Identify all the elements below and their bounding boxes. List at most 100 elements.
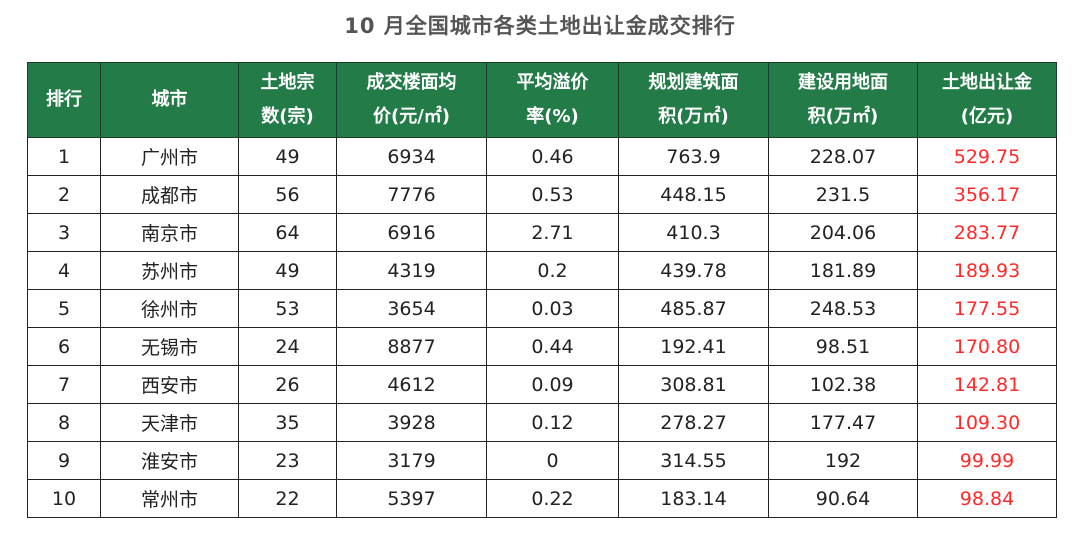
table-cell: 0.22 bbox=[486, 479, 619, 518]
table-cell: 90.64 bbox=[768, 479, 918, 518]
table-cell: 淮安市 bbox=[100, 441, 239, 480]
table-cell: 192 bbox=[768, 441, 918, 480]
table-cell: 53 bbox=[238, 289, 337, 328]
table-cell: 314.55 bbox=[618, 441, 769, 480]
table-cell: 248.53 bbox=[768, 289, 918, 328]
table-cell: 24 bbox=[238, 327, 337, 366]
table-cell: 成都市 bbox=[100, 175, 239, 214]
table-cell: 410.3 bbox=[618, 213, 769, 252]
table-cell: 3928 bbox=[336, 403, 487, 442]
table-cell: 0.09 bbox=[486, 365, 619, 404]
table-cell: 0.12 bbox=[486, 403, 619, 442]
table-cell: 10 bbox=[27, 479, 101, 518]
table-cell: 7776 bbox=[336, 175, 487, 214]
table-cell: 98.51 bbox=[768, 327, 918, 366]
table-cell: 485.87 bbox=[618, 289, 769, 328]
column-header-label: 城市 bbox=[151, 89, 188, 110]
table-cell: 0.2 bbox=[486, 251, 619, 290]
table-cell: 170.80 bbox=[917, 327, 1057, 366]
table-cell: 9 bbox=[27, 441, 101, 480]
table-cell: 5 bbox=[27, 289, 101, 328]
table-cell: 99.99 bbox=[917, 441, 1057, 480]
table-title: 10 月全国城市各类土地出让金成交排行 bbox=[344, 14, 736, 38]
header-row: 排行 城市 土地宗数(宗) 成交楼面均价(元/㎡) 平均溢价率(%) 规划建筑面积(万㎡)… bbox=[27, 62, 1057, 138]
table-cell: 4 bbox=[27, 251, 101, 290]
land-ranking-table: 排行 城市 土地宗数(宗) 成交楼面均价(元/㎡) 平均溢价率(%) 规划建筑面积(万㎡)… bbox=[27, 62, 1057, 518]
table-cell: 3 bbox=[27, 213, 101, 252]
table-row: 3 南京市 64 6916 2.71 410.3 204.06 283.77 bbox=[27, 213, 1057, 252]
table-cell: 64 bbox=[238, 213, 337, 252]
table-cell: 0.44 bbox=[486, 327, 619, 366]
table-cell: 23 bbox=[238, 441, 337, 480]
table-cell: 8 bbox=[27, 403, 101, 442]
table-cell: 0.03 bbox=[486, 289, 619, 328]
table-cell: 8877 bbox=[336, 327, 487, 366]
column-header: 规划建筑面积(万㎡) bbox=[618, 62, 769, 138]
table-cell: 6 bbox=[27, 327, 101, 366]
table-cell: 98.84 bbox=[917, 479, 1057, 518]
table-cell: 439.78 bbox=[618, 251, 769, 290]
table-cell: 苏州市 bbox=[100, 251, 239, 290]
column-header-label: 排行 bbox=[46, 89, 82, 110]
table-cell: 0.46 bbox=[486, 137, 619, 176]
table-cell: 763.9 bbox=[618, 137, 769, 176]
table-cell: 448.15 bbox=[618, 175, 769, 214]
table-cell: 天津市 bbox=[100, 403, 239, 442]
table-cell: 283.77 bbox=[917, 213, 1057, 252]
table-cell: 189.93 bbox=[917, 251, 1057, 290]
table-cell: 常州市 bbox=[100, 479, 239, 518]
column-header: 建设用地面积(万㎡) bbox=[768, 62, 918, 138]
table-cell: 南京市 bbox=[100, 213, 239, 252]
table-cell: 徐州市 bbox=[100, 289, 239, 328]
table-cell: 177.47 bbox=[768, 403, 918, 442]
table-cell: 0 bbox=[486, 441, 619, 480]
column-header: 排行 bbox=[27, 62, 101, 138]
table-cell: 5397 bbox=[336, 479, 487, 518]
column-header-label: 平均溢价率(%) bbox=[516, 72, 589, 127]
table-row: 7 西安市 26 4612 0.09 308.81 102.38 142.81 bbox=[27, 365, 1057, 404]
table-cell: 无锡市 bbox=[100, 327, 239, 366]
table-cell: 2.71 bbox=[486, 213, 619, 252]
table-cell: 3654 bbox=[336, 289, 487, 328]
table-row: 9 淮安市 23 3179 0 314.55 192 99.99 bbox=[27, 441, 1057, 480]
table-cell: 3179 bbox=[336, 441, 487, 480]
table-row: 10 常州市 22 5397 0.22 183.14 90.64 98.84 bbox=[27, 479, 1057, 518]
table-row: 1 广州市 49 6934 0.46 763.9 228.07 529.75 bbox=[27, 137, 1057, 176]
column-header-label: 土地出让金(亿元) bbox=[942, 72, 1032, 127]
table-cell: 2 bbox=[27, 175, 101, 214]
table-cell: 228.07 bbox=[768, 137, 918, 176]
table-cell: 142.81 bbox=[917, 365, 1057, 404]
table-cell: 204.06 bbox=[768, 213, 918, 252]
table-cell: 231.5 bbox=[768, 175, 918, 214]
table-cell: 192.41 bbox=[618, 327, 769, 366]
column-header-label: 成交楼面均价(元/㎡) bbox=[366, 72, 457, 127]
table-cell: 529.75 bbox=[917, 137, 1057, 176]
column-header-label: 建设用地面积(万㎡) bbox=[798, 72, 888, 127]
column-header: 土地出让金(亿元) bbox=[917, 62, 1057, 138]
column-header: 城市 bbox=[100, 62, 239, 138]
table-cell: 4612 bbox=[336, 365, 487, 404]
table-row: 5 徐州市 53 3654 0.03 485.87 248.53 177.55 bbox=[27, 289, 1057, 328]
table-cell: 278.27 bbox=[618, 403, 769, 442]
table-row: 2 成都市 56 7776 0.53 448.15 231.5 356.17 bbox=[27, 175, 1057, 214]
table-cell: 177.55 bbox=[917, 289, 1057, 328]
table-cell: 56 bbox=[238, 175, 337, 214]
table-cell: 西安市 bbox=[100, 365, 239, 404]
column-header-label: 土地宗数(宗) bbox=[260, 72, 315, 127]
table-cell: 35 bbox=[238, 403, 337, 442]
table-cell: 181.89 bbox=[768, 251, 918, 290]
column-header: 平均溢价率(%) bbox=[486, 62, 619, 138]
column-header: 成交楼面均价(元/㎡) bbox=[336, 62, 487, 138]
table-cell: 26 bbox=[238, 365, 337, 404]
table-cell: 183.14 bbox=[618, 479, 769, 518]
table-row: 8 天津市 35 3928 0.12 278.27 177.47 109.30 bbox=[27, 403, 1057, 442]
table-cell: 6916 bbox=[336, 213, 487, 252]
table-cell: 308.81 bbox=[618, 365, 769, 404]
table-cell: 102.38 bbox=[768, 365, 918, 404]
table-row: 4 苏州市 49 4319 0.2 439.78 181.89 189.93 bbox=[27, 251, 1057, 290]
column-header-label: 规划建筑面积(万㎡) bbox=[648, 72, 739, 127]
table-cell: 49 bbox=[238, 137, 337, 176]
table-cell: 356.17 bbox=[917, 175, 1057, 214]
table-cell: 广州市 bbox=[100, 137, 239, 176]
column-header: 土地宗数(宗) bbox=[238, 62, 337, 138]
